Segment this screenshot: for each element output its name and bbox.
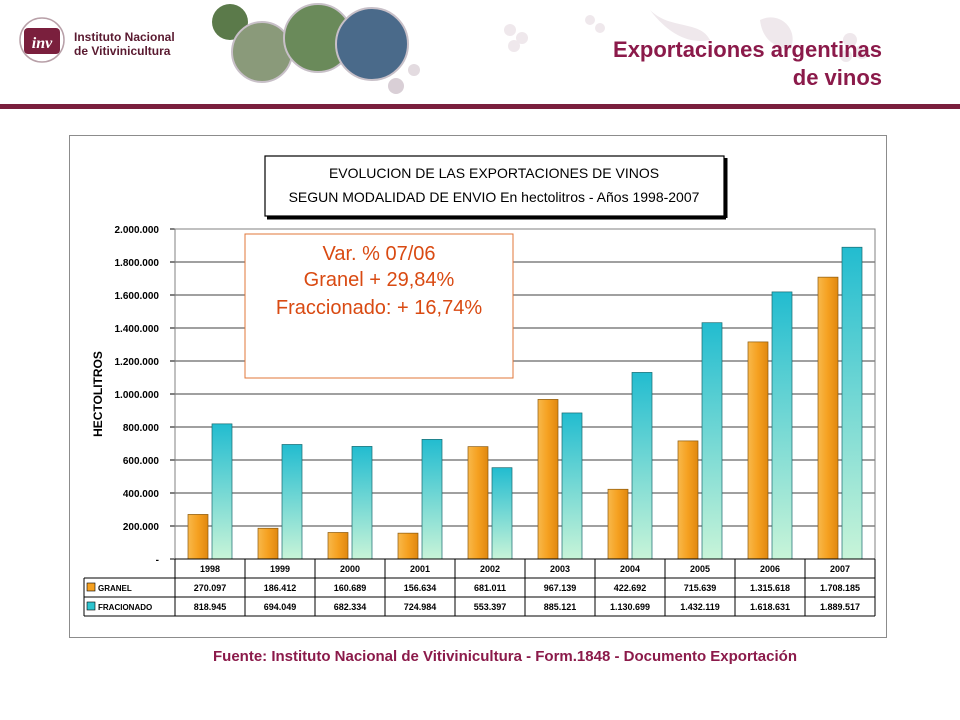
bar-fracionado-2000 — [351, 446, 373, 560]
bar-fracionado-1998 — [211, 423, 233, 560]
data-label-granel: 715.639 — [684, 583, 717, 593]
inv-logo: inv Instituto Nacional de Vitivinicultur… — [16, 14, 196, 74]
x-tick-label: 2003 — [550, 564, 570, 574]
y-tick-label: 1.200.000 — [115, 357, 160, 368]
data-label-granel: 156.634 — [404, 583, 437, 593]
grapevine-decoration — [504, 10, 869, 62]
header-rule — [0, 104, 960, 109]
chart-title-box: EVOLUCION DE LAS EXPORTACIONES DE VINOS … — [264, 155, 728, 220]
bar-granel-2007 — [817, 276, 839, 560]
bar-granel-2003 — [537, 399, 559, 560]
y-tick-label: 800.000 — [123, 423, 160, 434]
x-tick-label: 2006 — [760, 564, 780, 574]
data-label-granel: 1.708.185 — [820, 583, 860, 593]
y-tick-label: 200.000 — [123, 522, 160, 533]
bar-fracionado-2003 — [561, 412, 583, 560]
x-tick-label: 2002 — [480, 564, 500, 574]
org-name-line2: de Vitivinicultura — [74, 44, 171, 58]
y-tick-label: 1.000.000 — [115, 390, 160, 401]
chart-title-line2: SEGUN MODALIDAD DE ENVIO En hectolitros … — [289, 189, 700, 205]
bar-granel-1999 — [257, 527, 279, 560]
slide-title-line2: de vinos — [792, 65, 882, 90]
x-tick-label: 2007 — [830, 564, 850, 574]
x-tick-label: 1998 — [200, 564, 220, 574]
y-tick-label: 600.000 — [123, 456, 160, 467]
data-label-granel: 681.011 — [474, 583, 506, 593]
y-tick-label: 1.800.000 — [115, 258, 160, 269]
logo-letters: inv — [32, 35, 53, 52]
data-label-granel: 1.315.618 — [750, 583, 790, 593]
slide-title-line1: Exportaciones argentinas — [613, 37, 882, 62]
bar-fracionado-2005 — [701, 322, 723, 560]
bar-granel-2006 — [747, 341, 769, 560]
data-label-granel: 967.139 — [544, 583, 577, 593]
y-tick-label: - — [156, 555, 159, 566]
bar-fracionado-2001 — [421, 439, 443, 560]
slide-title: Exportaciones argentinas de vinos — [613, 36, 882, 92]
legend-label-granel: GRANEL — [98, 584, 132, 593]
bar-fracionado-2004 — [631, 372, 653, 560]
data-label-fracionado: 682.334 — [334, 602, 367, 612]
legend-swatch-granel — [86, 582, 96, 592]
annotation-line1: Var. % 07/06 — [322, 243, 435, 265]
bar-fracionado-2006 — [771, 291, 793, 560]
photo-vineyard-worker — [232, 22, 292, 82]
y-axis-label: HECTOLITROS — [91, 351, 105, 437]
data-label-fracionado: 1.618.631 — [750, 602, 790, 612]
data-label-fracionado: 553.397 — [474, 602, 507, 612]
data-label-granel: 160.689 — [334, 583, 367, 593]
data-label-granel: 422.692 — [614, 583, 647, 593]
x-tick-label: 2005 — [690, 564, 710, 574]
chart-panel: EVOLUCION DE LAS EXPORTACIONES DE VINOS … — [69, 135, 887, 638]
bar-granel-2004 — [607, 488, 629, 560]
y-tick-label: 2.000.000 — [115, 225, 160, 236]
bar-granel-2002 — [467, 446, 489, 560]
bar-granel-2001 — [397, 532, 419, 560]
data-label-granel: 186.412 — [264, 583, 297, 593]
data-label-fracionado: 1.130.699 — [610, 602, 650, 612]
data-label-granel: 270.097 — [194, 583, 227, 593]
data-label-fracionado: 1.432.119 — [680, 602, 720, 612]
y-tick-label: 400.000 — [123, 489, 160, 500]
org-name-line1: Instituto Nacional — [74, 30, 175, 44]
x-tick-label: 2000 — [340, 564, 360, 574]
y-tick-label: 1.400.000 — [115, 324, 160, 335]
bar-fracionado-2002 — [491, 467, 513, 560]
header-photo-collage — [212, 3, 420, 94]
data-table: 1998 1999 2000 2001 2002 2003 2004 2005 2006 2007… — [83, 558, 876, 617]
legend-label-fracionado: FRACIONADO — [98, 603, 152, 612]
bar-granel-2000 — [327, 532, 349, 560]
data-label-fracionado: 818.945 — [194, 602, 227, 612]
bar-fracionado-1999 — [281, 444, 303, 560]
legend-swatch-fracionado — [86, 601, 96, 611]
x-tick-label: 2001 — [410, 564, 430, 574]
bar-fracionado-2007 — [841, 246, 863, 560]
bar-granel-2005 — [677, 440, 699, 560]
bar-granel-1998 — [187, 514, 209, 560]
data-label-fracionado: 885.121 — [544, 602, 577, 612]
variation-annotation: Var. % 07/06 Granel + 29,84% Fraccionado… — [244, 233, 514, 379]
x-tick-label: 1999 — [270, 564, 290, 574]
data-label-fracionado: 724.984 — [404, 602, 437, 612]
photo-harvest — [336, 8, 408, 80]
annotation-line3: Fraccionado: + 16,74% — [276, 297, 482, 319]
y-tick-label: 1.600.000 — [115, 291, 160, 302]
data-label-fracionado: 694.049 — [264, 602, 297, 612]
data-label-fracionado: 1.889.517 — [820, 602, 860, 612]
annotation-line2: Granel + 29,84% — [304, 269, 455, 291]
x-tick-label: 2004 — [620, 564, 640, 574]
photo-vineyard — [284, 4, 352, 72]
photo-grapes — [212, 4, 248, 40]
inv-logo-mark: inv — [19, 17, 65, 63]
chart: EVOLUCION DE LAS EXPORTACIONES DE VINOS … — [83, 155, 876, 617]
source-note: Fuente: Instituto Nacional de Vitivinicu… — [213, 648, 797, 665]
chart-title-line1: EVOLUCION DE LAS EXPORTACIONES DE VINOS — [329, 165, 659, 181]
